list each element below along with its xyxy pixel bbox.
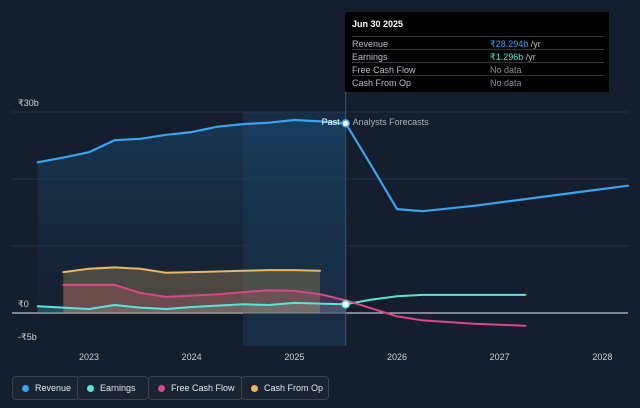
axis-text: ₹30b ₹0 -₹5b 2023 2024 2025 2026 2027 2028 Past An… xyxy=(18,98,612,362)
tooltip-row-fcf: Free Cash Flow No data xyxy=(352,62,604,76)
tooltip-number: ₹28.294b xyxy=(490,39,529,49)
tooltip-label: Cash From Op xyxy=(352,78,412,88)
tooltip-date: Jun 30 2025 xyxy=(352,19,404,29)
x-tick-label: 2024 xyxy=(182,352,202,362)
tooltip-number: ₹1.296b xyxy=(490,52,524,62)
tooltip-value: ₹28.294b /yr xyxy=(490,39,541,50)
legend-free-cash-flow[interactable]: Free Cash Flow xyxy=(148,376,243,400)
x-tick-label: 2023 xyxy=(79,352,99,362)
earnings-line xyxy=(36,293,527,310)
revenue-dot-icon xyxy=(22,385,29,392)
legend-label: Cash From Op xyxy=(264,383,324,393)
tooltip-unit: /yr xyxy=(523,52,536,62)
tooltip-label: Free Cash Flow xyxy=(352,65,416,75)
tooltip: Jun 30 2025 Revenue ₹28.294b /yr Earning… xyxy=(345,12,609,92)
x-tick-label: 2028 xyxy=(592,352,612,362)
cfo-dot-icon xyxy=(251,385,258,392)
markers xyxy=(341,119,350,309)
legend-earnings[interactable]: Earnings xyxy=(77,376,149,400)
cash-from-op-area xyxy=(63,267,321,313)
tooltip-label: Earnings xyxy=(352,52,388,62)
x-tick-label: 2027 xyxy=(490,352,510,362)
legend-label: Revenue xyxy=(35,383,72,393)
tooltip-value: No data xyxy=(490,78,522,88)
legend-label: Free Cash Flow xyxy=(171,383,235,393)
tooltip-number: No data xyxy=(490,65,522,75)
tooltip-row-earnings: Earnings ₹1.296b /yr xyxy=(352,49,604,63)
tooltip-unit: /yr xyxy=(528,39,541,49)
tooltip-row-revenue: Revenue ₹28.294b /yr xyxy=(352,36,604,50)
x-tick-label: 2025 xyxy=(284,352,304,362)
past-label: Past xyxy=(322,117,341,127)
y-tick-label: -₹5b xyxy=(18,332,37,342)
y-tick-label: ₹0 xyxy=(18,299,29,309)
tooltip-label: Revenue xyxy=(352,39,389,49)
revenue-area xyxy=(37,120,346,313)
tooltip-value: ₹1.296b /yr xyxy=(490,52,536,63)
earnings-dot-icon xyxy=(87,385,94,392)
earnings-marker xyxy=(341,300,350,309)
series-lines xyxy=(36,118,630,327)
revenue-marker xyxy=(341,119,350,128)
fcf-dot-icon xyxy=(158,385,165,392)
free-cash-flow-line xyxy=(62,283,527,327)
revenue-line xyxy=(36,118,630,213)
legend-label: Earnings xyxy=(100,383,136,393)
y-tick-label: ₹30b xyxy=(18,98,39,108)
forecast-label: Analysts Forecasts xyxy=(353,117,430,127)
cash-from-op-line xyxy=(62,266,321,274)
tooltip-value: No data xyxy=(490,65,522,75)
legend-cash-from-op[interactable]: Cash From Op xyxy=(241,376,329,400)
tooltip-number: No data xyxy=(490,78,522,88)
legend-revenue[interactable]: Revenue xyxy=(12,376,80,400)
x-tick-label: 2026 xyxy=(387,352,407,362)
tooltip-row-cfo: Cash From Op No data xyxy=(352,75,604,89)
